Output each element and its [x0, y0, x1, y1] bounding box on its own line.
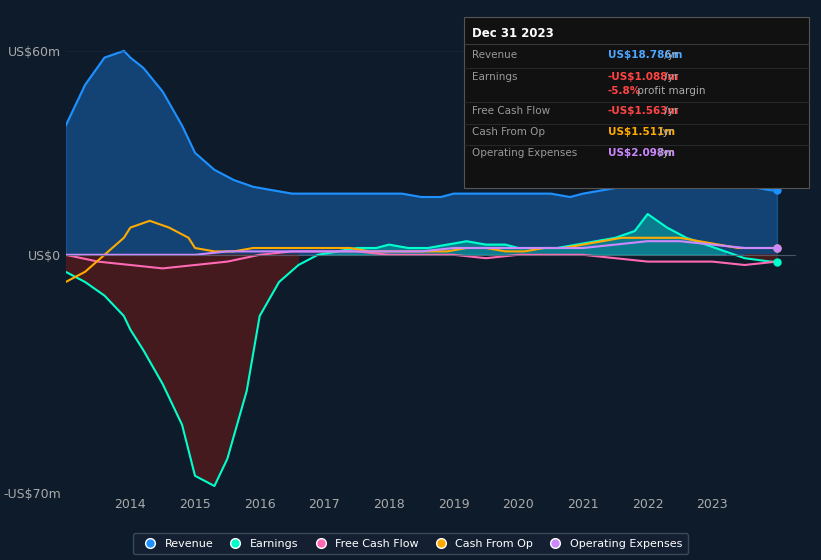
Text: Dec 31 2023: Dec 31 2023	[472, 27, 554, 40]
Text: US$1.511m: US$1.511m	[608, 127, 675, 137]
Text: -US$1.563m: -US$1.563m	[608, 106, 679, 116]
Text: Free Cash Flow: Free Cash Flow	[472, 106, 550, 116]
Text: Operating Expenses: Operating Expenses	[472, 148, 577, 158]
Text: /yr: /yr	[661, 106, 678, 116]
Text: US$18.786m: US$18.786m	[608, 50, 682, 60]
Text: US$2.098m: US$2.098m	[608, 148, 675, 158]
Text: /yr: /yr	[661, 72, 678, 82]
Text: -5.8%: -5.8%	[608, 86, 640, 96]
Text: profit margin: profit margin	[635, 86, 706, 96]
Legend: Revenue, Earnings, Free Cash Flow, Cash From Op, Operating Expenses: Revenue, Earnings, Free Cash Flow, Cash …	[133, 533, 688, 554]
Text: Cash From Op: Cash From Op	[472, 127, 545, 137]
Text: -US$1.088m: -US$1.088m	[608, 72, 679, 82]
Text: /yr: /yr	[656, 127, 673, 137]
Text: /yr: /yr	[661, 50, 678, 60]
Text: Revenue: Revenue	[472, 50, 517, 60]
Text: Earnings: Earnings	[472, 72, 517, 82]
Text: /yr: /yr	[656, 148, 673, 158]
